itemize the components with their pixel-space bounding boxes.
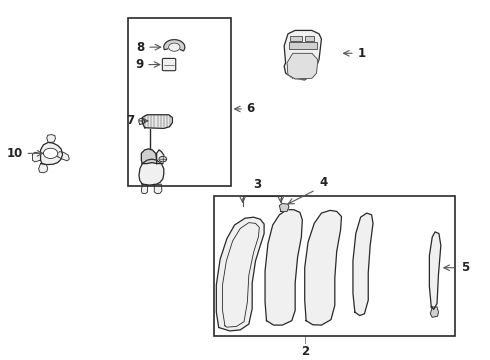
Polygon shape: [32, 152, 41, 162]
Text: 8: 8: [136, 41, 145, 54]
Bar: [305, 36, 314, 41]
Polygon shape: [142, 115, 172, 129]
Circle shape: [159, 156, 167, 162]
Polygon shape: [265, 210, 302, 325]
Polygon shape: [154, 184, 162, 194]
Polygon shape: [41, 143, 63, 165]
Polygon shape: [353, 213, 373, 316]
Text: 2: 2: [301, 345, 309, 357]
Polygon shape: [429, 232, 441, 309]
Bar: [128, 18, 231, 186]
Polygon shape: [141, 149, 157, 163]
Polygon shape: [39, 163, 48, 173]
Text: 4: 4: [319, 176, 327, 189]
Circle shape: [169, 43, 180, 51]
Wedge shape: [164, 40, 185, 51]
Text: 1: 1: [357, 47, 366, 60]
Polygon shape: [430, 307, 439, 317]
Polygon shape: [284, 30, 321, 80]
Bar: [214, 196, 455, 336]
Polygon shape: [217, 217, 264, 331]
Polygon shape: [141, 184, 147, 194]
Polygon shape: [279, 203, 289, 211]
Polygon shape: [139, 118, 145, 124]
Text: 3: 3: [253, 178, 261, 191]
Text: 10: 10: [7, 147, 23, 160]
Text: 6: 6: [246, 103, 254, 116]
Polygon shape: [58, 152, 69, 161]
Text: 5: 5: [461, 261, 469, 274]
Circle shape: [44, 148, 58, 158]
FancyBboxPatch shape: [162, 58, 176, 71]
Polygon shape: [139, 159, 164, 185]
Polygon shape: [287, 53, 318, 79]
Polygon shape: [157, 150, 164, 163]
Text: 9: 9: [135, 58, 144, 71]
Bar: [290, 42, 317, 49]
Polygon shape: [305, 210, 342, 325]
Text: 7: 7: [126, 114, 134, 127]
Bar: [291, 36, 302, 41]
Polygon shape: [47, 135, 55, 143]
